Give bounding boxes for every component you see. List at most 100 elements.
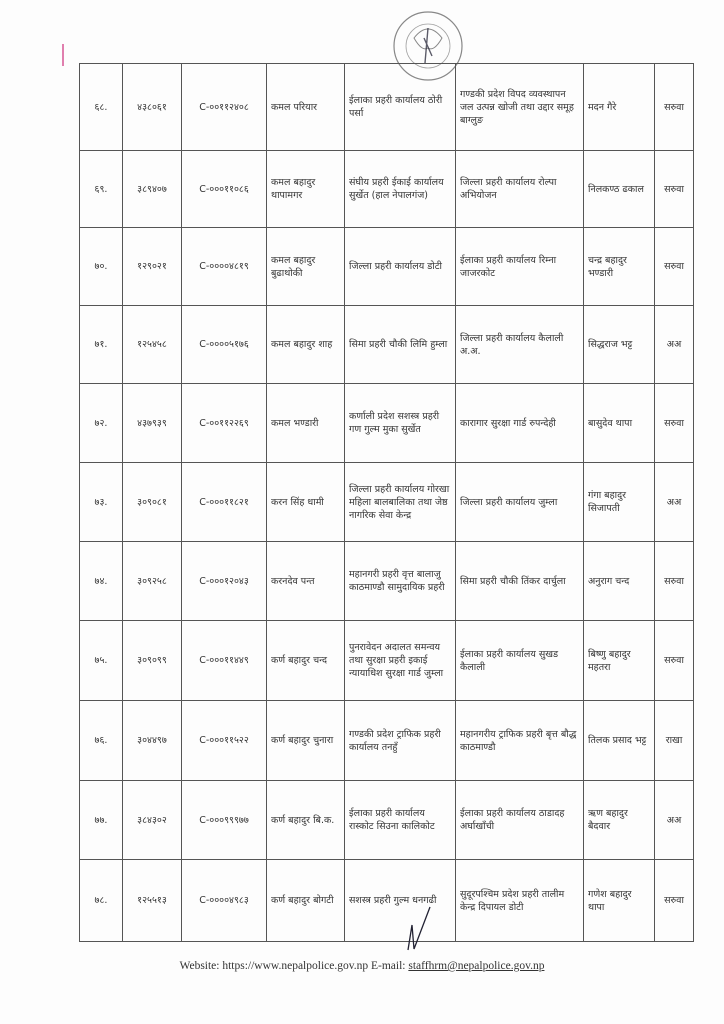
employee-name: कर्ण बहादुर बि.क. <box>266 780 345 860</box>
employee-id: ३०९०८१ <box>122 462 182 542</box>
employee-id: ३०९२५८ <box>122 541 182 621</box>
action-type: सरुवा <box>654 383 694 463</box>
serial-number: ६९. <box>79 150 123 228</box>
code-number: C-००११२२६९ <box>181 383 267 463</box>
footer: Website: https://www.nepalpolice.gov.np … <box>0 960 724 972</box>
serial-number: ७५. <box>79 620 123 701</box>
code-number: C-०००११४४९ <box>181 620 267 701</box>
employee-id: ३८४३०२ <box>122 780 182 860</box>
serial-number: ७४. <box>79 541 123 621</box>
employee-name: कमल बहादुर शाह <box>266 305 345 384</box>
table-row: ७८. १२५५१३ C-००००४९८३ कर्ण बहादुर बोगटी सशस्… <box>79 859 694 942</box>
code-number: C-००००४९८३ <box>181 859 267 942</box>
serial-number: ७१. <box>79 305 123 384</box>
replacement-name: सिद्धराज भट्ट <box>583 305 655 384</box>
employee-id: ४३८०६१ <box>122 63 182 151</box>
transfer-office: सिमा प्रहरी चौकी तिंकर दार्चुला <box>455 541 584 621</box>
action-type: अअ <box>654 462 694 542</box>
serial-number: ७२. <box>79 383 123 463</box>
employee-id: १२५५१३ <box>122 859 182 942</box>
table-row: ७६. ३०४४९७ C-०००११५२२ कर्ण बहादुर चुनारा गण्… <box>79 700 694 781</box>
margin-mark <box>62 44 64 66</box>
footer-website: Website: https://www.nepalpolice.gov.np … <box>179 960 409 972</box>
table-row: ६९. ३८९४०७ C-०००११०८६ कमल बहादुर थापामगर संघ… <box>79 150 694 228</box>
code-number: C-०००१२०४३ <box>181 541 267 621</box>
action-type: अअ <box>654 780 694 860</box>
employee-name: कमल भण्डारी <box>266 383 345 463</box>
current-office: ईलाका प्रहरी कार्यालय रास्कोट सिउना कालि… <box>344 780 456 860</box>
transfer-office: सुदूरपश्चिम प्रदेश प्रहरी तालीम केन्द्र … <box>455 859 584 942</box>
current-office: सिमा प्रहरी चौकी लिमि हुम्ला <box>344 305 456 384</box>
action-type: राखा <box>654 700 694 781</box>
transfer-office: ईलाका प्रहरी कार्यालय ठाडादह अर्घाखाँची <box>455 780 584 860</box>
replacement-name: अनुराग चन्द <box>583 541 655 621</box>
serial-number: ७६. <box>79 700 123 781</box>
action-type: सरुवा <box>654 150 694 228</box>
transfer-office: जिल्ला प्रहरी कार्यालय कैलाली अ.अ. <box>455 305 584 384</box>
employee-name: कर्ण बहादुर चन्द <box>266 620 345 701</box>
code-number: C-०००११५२२ <box>181 700 267 781</box>
transfer-office: कारागार सुरक्षा गार्ड रुपन्देही <box>455 383 584 463</box>
replacement-name: गणेश बहादुर थापा <box>583 859 655 942</box>
table-row: ७३. ३०९०८१ C-०००११८२१ करन सिंह धामी जिल्ला प… <box>79 462 694 542</box>
replacement-name: ऋण बहादुर बैदवार <box>583 780 655 860</box>
code-number: C-०००११०८६ <box>181 150 267 228</box>
serial-number: ७३. <box>79 462 123 542</box>
serial-number: ७८. <box>79 859 123 942</box>
current-office: ईलाका प्रहरी कार्यालय ठोरी पर्सा <box>344 63 456 151</box>
table-row: ७५. ३०९०९९ C-०००११४४९ कर्ण बहादुर चन्द पुनरा… <box>79 620 694 701</box>
code-number: C-०००११८२१ <box>181 462 267 542</box>
employee-name: कमल बहादुर बुढाथोकी <box>266 227 345 306</box>
replacement-name: बिष्णु बहादुर महतरा <box>583 620 655 701</box>
action-type: सरुवा <box>654 541 694 621</box>
current-office: जिल्ला प्रहरी कार्यालय डोटी <box>344 227 456 306</box>
transfer-office: महानगरीय ट्राफिक प्रहरी बृत्त बौद्ध काठम… <box>455 700 584 781</box>
transfer-office: ईलाका प्रहरी कार्यालय रिम्ना जाजरकोट <box>455 227 584 306</box>
replacement-name: मदन गैरे <box>583 63 655 151</box>
employee-name: कमल परियार <box>266 63 345 151</box>
table-row: ७४. ३०९२५८ C-०००१२०४३ करनदेव पन्त महानगरी प्… <box>79 541 694 621</box>
table-row: ६८. ४३८०६१ C-००११२४०८ कमल परियार ईलाका प्रहर… <box>79 63 694 151</box>
employee-id: ३०९०९९ <box>122 620 182 701</box>
transfer-office: ईलाका प्रहरी कार्यालय सुखड कैलाली <box>455 620 584 701</box>
employee-name: कर्ण बहादुर चुनारा <box>266 700 345 781</box>
action-type: सरुवा <box>654 620 694 701</box>
transfer-office: गण्डकी प्रदेश विपद व्यवस्थापन जल उत्पन्न… <box>455 63 584 151</box>
current-office: महानगरी प्रहरी वृत्त बालाजु काठमाण्डौ सा… <box>344 541 456 621</box>
action-type: अअ <box>654 305 694 384</box>
transfer-office: जिल्ला प्रहरी कार्यालय जुम्ला <box>455 462 584 542</box>
action-type: सरुवा <box>654 859 694 942</box>
replacement-name: चन्द्र बहादुर भण्डारी <box>583 227 655 306</box>
employee-id: १२९०२१ <box>122 227 182 306</box>
current-office: कर्णाली प्रदेश सशस्त्र प्रहरी गण गुल्म म… <box>344 383 456 463</box>
code-number: C-००००४८१९ <box>181 227 267 306</box>
code-number: C-००००५१७६ <box>181 305 267 384</box>
action-type: सरुवा <box>654 227 694 306</box>
table-row: ७०. १२९०२१ C-००००४८१९ कमल बहादुर बुढाथोकी जि… <box>79 227 694 306</box>
serial-number: ७७. <box>79 780 123 860</box>
action-type: सरुवा <box>654 63 694 151</box>
current-office: जिल्ला प्रहरी कार्यालय गोरखा महिला बालबा… <box>344 462 456 542</box>
code-number: C-००११२४०८ <box>181 63 267 151</box>
employee-name: कमल बहादुर थापामगर <box>266 150 345 228</box>
table-row: ७२. ४३७९३९ C-००११२२६९ कमल भण्डारी कर्णाली प्… <box>79 383 694 463</box>
code-number: C-०००९९९७७ <box>181 780 267 860</box>
employee-id: १२५४५८ <box>122 305 182 384</box>
table-row: ७७. ३८४३०२ C-०००९९९७७ कर्ण बहादुर बि.क. ईलाक… <box>79 780 694 860</box>
replacement-name: तिलक प्रसाद भट्ट <box>583 700 655 781</box>
employee-name: कर्ण बहादुर बोगटी <box>266 859 345 942</box>
transfer-table: ६८. ४३८०६१ C-००११२४०८ कमल परियार ईलाका प्रहर… <box>79 63 694 942</box>
serial-number: ७०. <box>79 227 123 306</box>
current-office: गण्डकी प्रदेश ट्राफिक प्रहरी कार्यालय तन… <box>344 700 456 781</box>
employee-id: ४३७९३९ <box>122 383 182 463</box>
current-office: संघीय प्रहरी ईकाई कार्यालय सुर्खेत (हाल … <box>344 150 456 228</box>
current-office: सशस्त्र प्रहरी गुल्म धनगढी <box>344 859 456 942</box>
employee-name: करन सिंह धामी <box>266 462 345 542</box>
replacement-name: गंगा बहादुर सिजापती <box>583 462 655 542</box>
footer-email-link[interactable]: staffhrm@nepalpolice.gov.np <box>408 960 545 972</box>
replacement-name: निलकण्ठ ढकाल <box>583 150 655 228</box>
table-row: ७१. १२५४५८ C-००००५१७६ कमल बहादुर शाह सिमा प्… <box>79 305 694 384</box>
replacement-name: बासुदेव थापा <box>583 383 655 463</box>
serial-number: ६८. <box>79 63 123 151</box>
